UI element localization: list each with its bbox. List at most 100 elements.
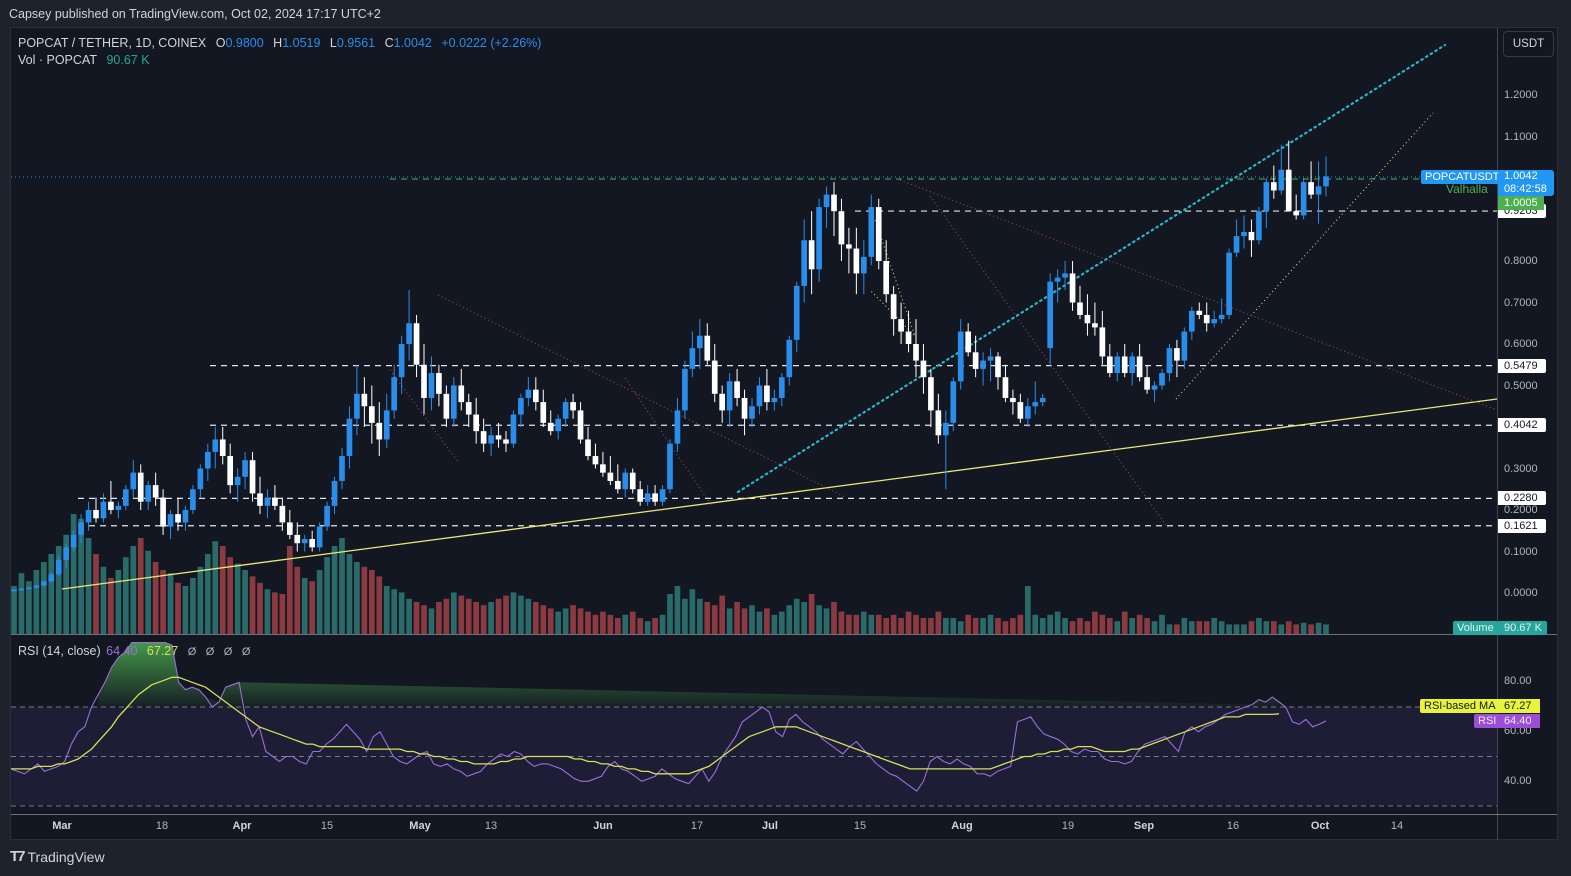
volume-bar xyxy=(875,614,882,634)
candle-body xyxy=(1002,377,1009,398)
volume-tag-value: 90.67 K xyxy=(1498,621,1547,635)
volume-bar xyxy=(458,595,465,634)
candle-body xyxy=(995,356,1001,378)
price-tick: 0.6000 xyxy=(1504,338,1538,350)
volume-bar xyxy=(905,611,912,634)
candle-body xyxy=(547,422,554,432)
volume-bar xyxy=(883,618,890,634)
candle-body xyxy=(354,393,360,419)
currency-button[interactable]: USDT xyxy=(1503,31,1554,57)
candle-body xyxy=(1270,182,1277,191)
rsi-tag-value: 64.40 xyxy=(1498,714,1540,728)
candle-body xyxy=(1092,323,1098,328)
volume-bar xyxy=(1166,624,1173,634)
volume-bar xyxy=(778,611,785,634)
volume-bar xyxy=(1174,624,1180,634)
candle-body xyxy=(145,485,152,502)
alert-price-label[interactable]: 1.0005 xyxy=(1498,196,1544,210)
volume-bar xyxy=(55,546,62,634)
volume-bar xyxy=(108,578,114,634)
candle-body xyxy=(70,534,77,548)
candle-body xyxy=(942,422,949,436)
volume-bar xyxy=(1278,624,1285,634)
na-icon: Ø xyxy=(241,646,251,658)
time-tick: Apr xyxy=(232,820,252,832)
volume-bar xyxy=(957,621,964,634)
candle-body xyxy=(279,505,286,523)
rsi-ma-tag-label: RSI-based MA xyxy=(1420,699,1500,713)
volume-bar xyxy=(301,578,308,634)
symbol-legend: POPCAT / TETHER, 1D, COINEX O0.9800 H1.0… xyxy=(18,35,541,69)
volume-bar xyxy=(1114,621,1121,634)
volume-bar xyxy=(1218,621,1225,634)
candle-body xyxy=(875,207,882,261)
volume-bar xyxy=(540,605,547,634)
candle-body xyxy=(473,414,480,432)
time-tick: Jun xyxy=(593,820,613,832)
volume-bar xyxy=(1121,611,1128,634)
candle-body xyxy=(212,439,219,452)
volume-bar xyxy=(346,554,353,634)
candle-body xyxy=(957,331,964,382)
volume-bar xyxy=(421,605,427,634)
trendline-red xyxy=(899,179,1498,411)
trendline-cyan-channel xyxy=(736,43,1447,494)
candle-body xyxy=(853,248,860,274)
candle-body xyxy=(696,335,703,349)
time-tick: Oct xyxy=(1310,820,1330,832)
volume-bar xyxy=(257,582,263,634)
volume-bar xyxy=(1241,624,1247,634)
candle-body xyxy=(1144,377,1150,390)
volume-bar xyxy=(793,598,800,634)
rsi-title[interactable]: RSI (14, close) xyxy=(18,644,101,658)
volume-bar xyxy=(1181,618,1188,634)
price-tick: 0.0000 xyxy=(1504,587,1538,599)
candle-body xyxy=(1151,385,1158,390)
volume-bar xyxy=(771,614,778,634)
level-price-label: 0.4042 xyxy=(1498,418,1546,433)
candle-body xyxy=(1263,182,1270,212)
candle-body xyxy=(771,397,778,403)
volume-bar xyxy=(577,608,584,634)
volume-bar xyxy=(950,618,957,634)
volume-bar xyxy=(942,618,949,634)
volume-bar xyxy=(40,562,47,634)
tradingview-logo-icon: T7 xyxy=(10,848,25,865)
volume-bar xyxy=(1136,614,1143,634)
volume-bar xyxy=(838,611,845,634)
publish-info: Capsey published on TradingView.com, Oct… xyxy=(9,7,381,21)
volume-bar xyxy=(70,514,77,634)
candle-body xyxy=(928,377,934,411)
volume-indicator-title[interactable]: Vol · POPCAT xyxy=(18,53,97,67)
time-tick: Mar xyxy=(52,820,72,832)
volume-bar xyxy=(1017,614,1024,634)
pane-separator[interactable] xyxy=(11,634,1557,635)
volume-bar xyxy=(331,546,338,634)
candle-body xyxy=(339,456,345,481)
volume-bar xyxy=(868,614,875,634)
volume-bar xyxy=(1077,618,1083,634)
volume-bar xyxy=(1233,624,1240,634)
volume-bar xyxy=(749,605,755,634)
candle-body xyxy=(18,588,25,591)
volume-bar xyxy=(510,592,517,634)
candle-body xyxy=(1241,231,1247,237)
volume-bar xyxy=(741,608,748,634)
candle-body xyxy=(1114,356,1121,374)
volume-bar xyxy=(503,595,509,634)
volume-bar xyxy=(115,570,122,634)
symbol-title[interactable]: POPCAT / TETHER, 1D, COINEX xyxy=(18,36,207,50)
candle-body xyxy=(793,285,800,340)
volume-bar xyxy=(928,618,934,634)
volume-bar xyxy=(294,566,301,634)
tradingview-logo[interactable]: T7 TradingView xyxy=(10,848,105,865)
candle-body xyxy=(801,240,808,286)
candle-body xyxy=(674,410,681,444)
candle-body xyxy=(1054,277,1061,282)
volume-bar xyxy=(995,618,1001,634)
candle-body xyxy=(428,373,435,398)
volume-bar xyxy=(219,546,226,634)
volume-bar xyxy=(279,594,286,634)
candle-body xyxy=(234,476,241,486)
